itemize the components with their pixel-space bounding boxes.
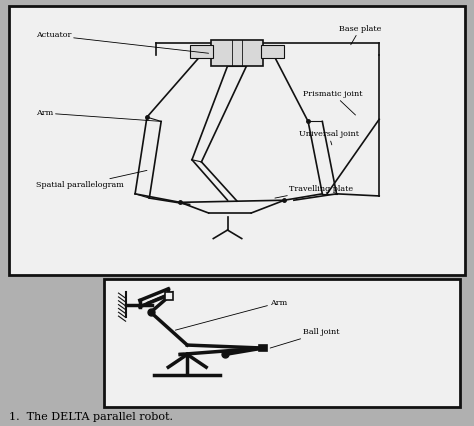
Bar (259, 345, 267, 351)
Bar (9, 6, 465, 275)
Text: Ball joint: Ball joint (270, 328, 340, 348)
Bar (190, 45, 213, 58)
Text: Base plate: Base plate (339, 25, 381, 45)
Bar (261, 45, 284, 58)
Text: Prismatic joint: Prismatic joint (303, 90, 363, 115)
Text: Universal joint: Universal joint (299, 130, 359, 145)
Bar (211, 40, 263, 66)
Bar (104, 279, 460, 407)
Text: Spatial parallelogram: Spatial parallelogram (36, 170, 147, 190)
Text: Travelling plate: Travelling plate (275, 185, 353, 198)
Text: Arm: Arm (36, 109, 161, 121)
Bar (165, 292, 173, 300)
Text: Arm: Arm (175, 299, 287, 330)
Text: Actuator: Actuator (36, 32, 209, 53)
Text: 1.  The DELTA parallel robot.: 1. The DELTA parallel robot. (9, 412, 173, 422)
